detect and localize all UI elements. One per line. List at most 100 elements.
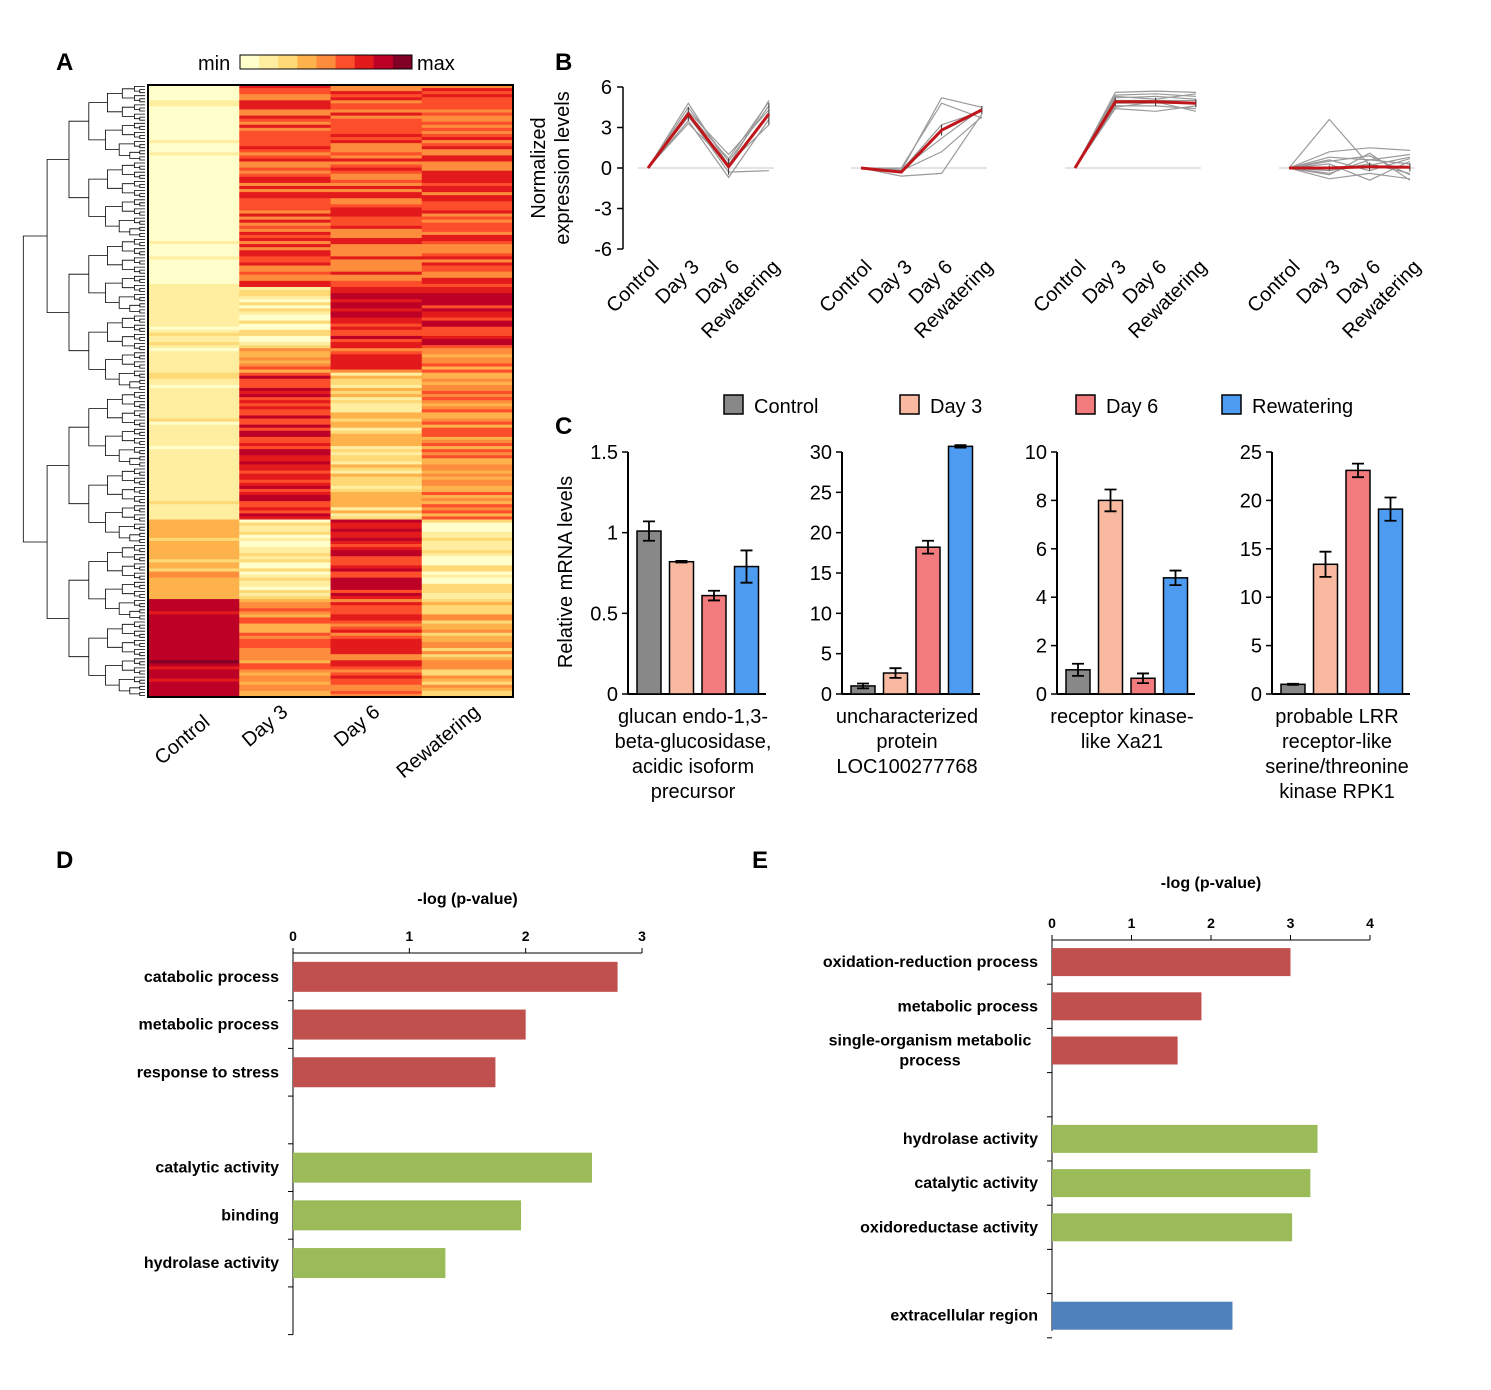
heatmap-cell (421, 605, 514, 609)
dendrogram-branch (139, 373, 145, 378)
heatmap-cell (330, 504, 423, 508)
heatmap-column-label: Day 3 (238, 701, 292, 751)
heatmap-cell (239, 311, 331, 316)
heatmap-cell (421, 617, 514, 622)
heatmap-cell (330, 403, 423, 407)
dendrogram-branch (139, 395, 145, 399)
go-x-tick-label: 1 (1128, 915, 1136, 931)
heatmap-cell (148, 369, 240, 374)
heatmap-cell (239, 599, 331, 603)
dendrogram-branch (139, 539, 145, 543)
heatmap-cell (239, 571, 331, 576)
panel-label-d: D (56, 847, 73, 874)
heatmap-cell (421, 265, 514, 270)
heatmap-cell (148, 170, 240, 175)
heatmap-cell (421, 403, 514, 407)
heatmap-cell (421, 207, 514, 212)
go-term-label: metabolic process (139, 1017, 280, 1034)
heatmap-cell (330, 97, 423, 101)
bar-y-tick-label: 0 (1036, 684, 1047, 706)
heatmap-cell (421, 473, 514, 478)
dendrogram-branch (134, 419, 145, 426)
heatmap-cell (421, 363, 514, 368)
dendrogram-branch (118, 526, 135, 539)
heatmap-cell (239, 387, 331, 392)
heatmap-cell (148, 553, 240, 557)
heatmap-cell (239, 167, 331, 172)
scale-min-label: min (198, 53, 230, 75)
heatmap-cell (148, 540, 240, 545)
heatmap-cell (330, 620, 423, 625)
bar-y-tick-label: 10 (1240, 587, 1262, 609)
heatmap-cell (239, 195, 331, 199)
heatmap-cell (239, 345, 331, 349)
dendrogram-branch (46, 465, 69, 619)
heatmap-cell (421, 173, 514, 178)
heatmap-cell (148, 473, 240, 478)
heatmap-cell (330, 632, 423, 637)
heatmap-cell (239, 216, 331, 221)
heatmap-cell (239, 439, 331, 444)
heatmap-cell (239, 280, 331, 285)
dendrogram-branch (107, 246, 123, 266)
heatmap-cell (148, 485, 240, 490)
heatmap-cell (330, 495, 423, 499)
heatmap-cell (421, 571, 514, 576)
heatmap-cell (239, 302, 331, 306)
heatmap-cell (148, 443, 240, 447)
gene-profile-line (861, 102, 983, 169)
heatmap-cell (330, 629, 423, 634)
heatmap-cell (330, 296, 423, 300)
heatmap-cell (330, 179, 423, 184)
heatmap-cell (421, 283, 514, 288)
go-term-label: hydrolase activity (903, 1131, 1038, 1148)
heatmap-cell (421, 231, 514, 236)
heatmap-cell (421, 559, 514, 563)
panel-label-e: E (752, 847, 768, 874)
heatmap-cell (421, 476, 514, 481)
dendrogram-branch (68, 426, 89, 505)
heatmap-cell (421, 666, 514, 671)
dendrogram-branch (139, 220, 145, 225)
heatmap-cell (421, 158, 514, 163)
heatmap-cell (421, 277, 514, 282)
bar-error-bar (1169, 569, 1182, 586)
heatmap-cell (330, 103, 423, 108)
heatmap-cell (330, 198, 423, 202)
profile-ylabel: Normalized expression levels (528, 91, 574, 244)
heatmap-cell (421, 372, 514, 377)
heatmap-cell (148, 115, 240, 120)
dendrogram-branch (139, 156, 145, 161)
heatmap-cell (239, 461, 331, 466)
legend-swatch (1221, 394, 1242, 415)
heatmap-cell (421, 455, 514, 459)
dendrogram-branch (121, 507, 135, 518)
heatmap-cell (148, 189, 240, 193)
heatmap-cell (330, 666, 423, 671)
dendrogram-branch (121, 183, 135, 194)
heatmap-cell (421, 491, 514, 496)
heatmap-cell (421, 638, 514, 643)
gene-profile-line (647, 105, 770, 169)
heatmap-cell (330, 427, 423, 432)
heatmap-cell (148, 403, 240, 407)
dendrogram-branch (139, 679, 145, 684)
bar-y-tick-label: 25 (1240, 442, 1262, 464)
dendrogram-branch (139, 422, 145, 427)
heatmap-cell (421, 635, 514, 640)
heatmap-cell (330, 189, 423, 193)
heatmap-cell (239, 189, 331, 193)
heatmap-cell (239, 648, 331, 652)
heatmap-cell (421, 271, 514, 276)
heatmap-cell (330, 424, 423, 429)
dendrogram-branch (139, 116, 145, 121)
heatmap-cell (148, 436, 240, 441)
heatmap-cell (421, 127, 514, 132)
heatmap-cell (421, 357, 514, 361)
dendrogram-branch (121, 106, 135, 117)
heatmap-cell (330, 589, 423, 594)
heatmap-cell (330, 192, 423, 196)
heatmap-cell (421, 311, 514, 316)
heatmap-cell (148, 507, 240, 511)
heatmap-cell (421, 464, 514, 469)
